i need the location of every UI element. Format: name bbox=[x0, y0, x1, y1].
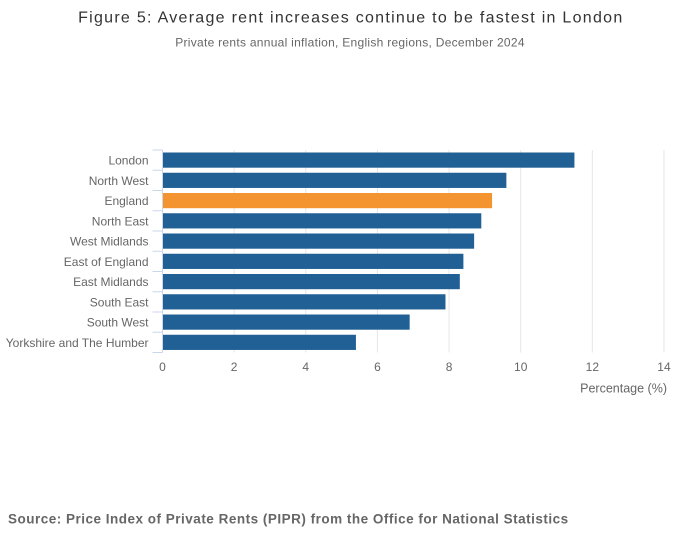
svg-text:14: 14 bbox=[657, 360, 671, 374]
svg-text:0: 0 bbox=[159, 360, 166, 374]
svg-text:Private rents annual inflation: Private rents annual inflation, English … bbox=[175, 35, 525, 49]
svg-text:South East: South East bbox=[90, 295, 149, 309]
svg-text:South West: South West bbox=[87, 316, 149, 330]
svg-text:Figure 5: Average rent increas: Figure 5: Average rent increases continu… bbox=[78, 10, 623, 27]
svg-text:East of England: East of England bbox=[64, 255, 149, 269]
svg-text:East Midlands: East Midlands bbox=[73, 275, 148, 289]
svg-text:10: 10 bbox=[514, 360, 528, 374]
svg-text:Percentage (%): Percentage (%) bbox=[580, 382, 667, 396]
svg-text:North West: North West bbox=[89, 174, 149, 188]
svg-text:4: 4 bbox=[302, 360, 309, 374]
svg-text:Yorkshire and The Humber: Yorkshire and The Humber bbox=[6, 336, 149, 350]
svg-text:North East: North East bbox=[92, 214, 149, 228]
svg-text:6: 6 bbox=[374, 360, 381, 374]
svg-text:England: England bbox=[104, 194, 148, 208]
svg-text:2: 2 bbox=[231, 360, 238, 374]
svg-text:12: 12 bbox=[586, 360, 600, 374]
svg-text:8: 8 bbox=[446, 360, 453, 374]
svg-text:West Midlands: West Midlands bbox=[70, 235, 148, 249]
svg-text:London: London bbox=[108, 154, 148, 168]
svg-text:Source: Price Index of Private: Source: Price Index of Private Rents (PI… bbox=[8, 512, 569, 527]
